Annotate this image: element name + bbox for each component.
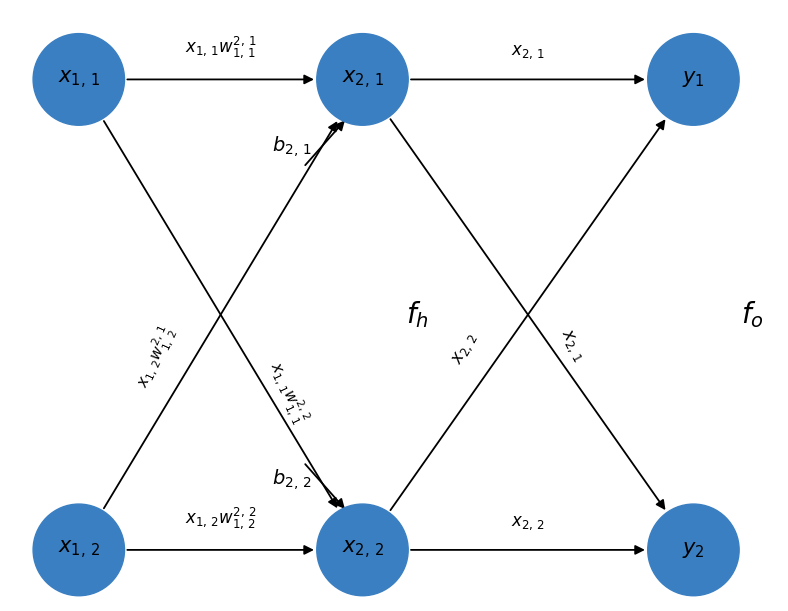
Text: $x_{1,\,2}w^{2,\,2}_{1,\,2}$: $x_{1,\,2}w^{2,\,2}_{1,\,2}$ bbox=[185, 505, 256, 532]
Ellipse shape bbox=[317, 34, 408, 125]
Text: $x_{1,\,1}w^{2,\,1}_{1,\,1}$: $x_{1,\,1}w^{2,\,1}_{1,\,1}$ bbox=[185, 35, 256, 61]
Ellipse shape bbox=[648, 34, 739, 125]
Ellipse shape bbox=[648, 504, 739, 596]
Text: $f_h$: $f_h$ bbox=[407, 299, 429, 330]
Ellipse shape bbox=[317, 504, 408, 596]
Text: $b_{2,\,2}$: $b_{2,\,2}$ bbox=[272, 467, 311, 492]
Text: $x_{1,\,1}$: $x_{1,\,1}$ bbox=[58, 68, 100, 90]
Text: $x_{2,\,1}$: $x_{2,\,1}$ bbox=[556, 326, 589, 365]
Text: $b_{2,\,1}$: $b_{2,\,1}$ bbox=[272, 134, 311, 159]
Ellipse shape bbox=[33, 34, 125, 125]
Text: $y_2$: $y_2$ bbox=[682, 540, 704, 560]
Text: $x_{2,\,2}$: $x_{2,\,2}$ bbox=[511, 514, 545, 532]
Text: $x_{2,\,2}$: $x_{2,\,2}$ bbox=[449, 330, 481, 368]
Text: $x_{1,\,1}w^{2,\,2}_{1,\,1}$: $x_{1,\,1}w^{2,\,2}_{1,\,1}$ bbox=[262, 357, 313, 428]
Text: $x_{2,\,1}$: $x_{2,\,1}$ bbox=[341, 68, 384, 90]
Text: $x_{1,\,2}$: $x_{1,\,2}$ bbox=[58, 539, 100, 561]
Text: $x_{2,\,2}$: $x_{2,\,2}$ bbox=[341, 539, 384, 561]
Ellipse shape bbox=[33, 504, 125, 596]
Text: $x_{1,\,2}w^{2,\,1}_{1,\,2}$: $x_{1,\,2}w^{2,\,1}_{1,\,2}$ bbox=[130, 322, 180, 392]
Text: $x_{2,\,1}$: $x_{2,\,1}$ bbox=[511, 43, 545, 61]
Text: $y_1$: $y_1$ bbox=[682, 70, 704, 89]
Text: $f_o$: $f_o$ bbox=[742, 299, 764, 330]
